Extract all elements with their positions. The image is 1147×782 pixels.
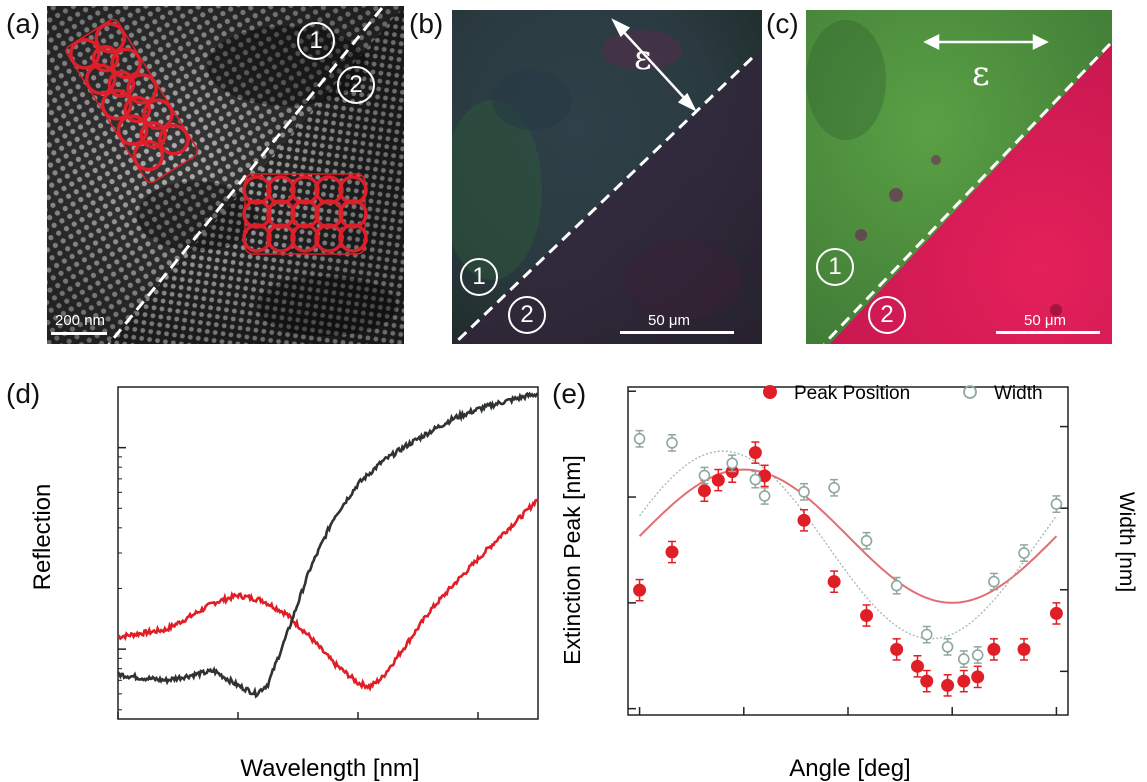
scale-bar-c xyxy=(996,331,1100,334)
chart-e-point-peak xyxy=(890,642,904,656)
chart-e-point-width xyxy=(758,490,771,502)
panel-label-d: (d) xyxy=(6,378,41,409)
polarization-arrow-c xyxy=(923,33,1049,51)
scale-bar-a xyxy=(51,332,107,335)
nanotube-model-2 xyxy=(242,173,368,255)
chart-e-point-width xyxy=(1018,547,1030,559)
chart-e-extinction: Extinction Peak [nm] Width [nm] Angle [d… xyxy=(559,383,1138,782)
chart-e-point-peak xyxy=(633,583,647,597)
chart-e-point-width xyxy=(828,481,840,494)
scale-label-b: 50 μm xyxy=(648,312,690,329)
region-1-marker-c: 1 xyxy=(816,248,854,286)
legend-width-marker xyxy=(963,385,977,399)
chart-e-ylabel-right: Width [nm] xyxy=(1115,492,1138,592)
panel-b-optical-image: ε 1 2 50 μm xyxy=(452,10,762,344)
chart-e-frame xyxy=(627,386,1069,716)
panel-c-micrograph xyxy=(806,10,1112,344)
chart-d-series-line-dark xyxy=(116,391,539,699)
panel-label-b: (b) xyxy=(409,8,444,39)
chart-e-point-width xyxy=(957,653,970,665)
domain-boundary-a xyxy=(107,7,384,344)
scale-bar-b xyxy=(620,331,734,334)
chart-e-point-peak xyxy=(910,659,924,673)
panel-a-micrograph xyxy=(47,6,404,344)
chart-e-point-peak xyxy=(957,674,971,688)
chart-e-point-peak xyxy=(941,678,955,692)
chart-e-point-peak xyxy=(711,473,725,487)
chart-e-point-width xyxy=(988,575,1000,588)
chart-d-reflection: Reflection Wavelength [nm] xyxy=(29,386,539,782)
chart-d-xlabel: Wavelength [nm] xyxy=(240,755,419,782)
region-2-marker-a: 2 xyxy=(337,66,375,104)
chart-d-ylabel: Reflection xyxy=(29,484,56,591)
panel-a-tem-image: 1 2 200 nm xyxy=(47,6,404,344)
polarization-symbol-c: ε xyxy=(972,54,990,94)
chart-e-point-peak xyxy=(697,484,711,498)
panel-label-c: (c) xyxy=(766,8,799,39)
legend-width-label: Width xyxy=(994,383,1043,404)
chart-e-point-peak xyxy=(971,670,985,684)
chart-e-point-width xyxy=(1050,498,1063,510)
scale-label-a: 200 nm xyxy=(55,312,106,329)
panel-b-micrograph xyxy=(452,10,762,344)
chart-e-point-peak xyxy=(748,446,762,460)
nanotube-model-1 xyxy=(65,18,199,184)
chart-e-point-width xyxy=(698,469,711,482)
region-1-marker-a: 1 xyxy=(297,22,335,60)
chart-e-fit-right xyxy=(639,450,1057,640)
panel-label-e: (e) xyxy=(552,378,587,409)
chart-e-point-width xyxy=(890,579,903,592)
chart-e-point-width xyxy=(726,457,739,470)
chart-e-point-peak xyxy=(758,469,772,483)
chart-d-series-line-red xyxy=(117,498,539,692)
chart-e-legend: Peak Position Width xyxy=(763,383,1043,404)
chart-e-point-width xyxy=(920,628,933,641)
region-1-marker-b: 1 xyxy=(460,258,498,296)
chart-d-frame xyxy=(117,386,539,720)
chart-e-point-peak xyxy=(1017,642,1031,656)
chart-e-point-width xyxy=(798,486,810,498)
chart-e-point-width xyxy=(860,535,873,547)
chart-e-point-peak xyxy=(860,609,874,623)
chart-e-point-peak xyxy=(987,642,1001,656)
chart-e-xlabel: Angle [deg] xyxy=(789,755,910,782)
chart-e-ylabel: Extinction Peak [nm] xyxy=(559,455,585,665)
region-2-marker-b: 2 xyxy=(508,296,546,334)
scale-label-c: 50 μm xyxy=(1024,312,1066,329)
chart-e-point-width xyxy=(971,649,984,661)
chart-e-point-peak xyxy=(665,545,679,559)
chart-e-point-peak xyxy=(797,513,811,527)
legend-peak-marker xyxy=(763,385,777,399)
polarization-symbol-b: ε xyxy=(634,38,652,78)
domain-boundary-b xyxy=(452,56,754,344)
chart-e-point-width xyxy=(941,641,954,653)
chart-e-point-peak xyxy=(827,575,841,589)
region-2-marker-c: 2 xyxy=(868,296,906,334)
legend-peak-label: Peak Position xyxy=(794,383,910,404)
panel-label-a: (a) xyxy=(6,8,41,39)
domain-boundary-c xyxy=(822,42,1112,344)
panel-c-optical-image: ε 1 2 50 μm xyxy=(806,10,1112,344)
chart-e-point-peak xyxy=(920,674,934,688)
chart-e-point-width xyxy=(633,433,646,445)
chart-e-point-width xyxy=(666,437,678,449)
polarization-arrow-b xyxy=(611,18,697,112)
chart-e-point-width xyxy=(749,473,762,486)
chart-e-point-peak xyxy=(1049,606,1063,620)
